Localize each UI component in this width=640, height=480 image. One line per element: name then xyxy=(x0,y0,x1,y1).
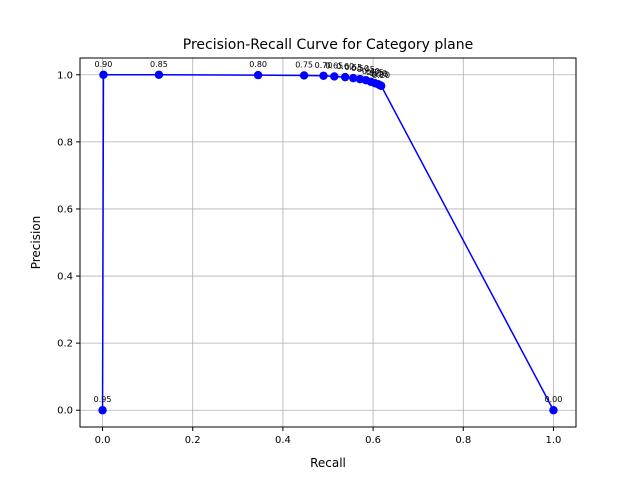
data-point xyxy=(349,73,358,83)
x-tick-label: 0.0 xyxy=(95,435,111,446)
grid-lines xyxy=(80,58,576,427)
data-point xyxy=(340,72,350,82)
x-tick-label: 0.4 xyxy=(275,435,291,446)
threshold-label: 0.55 xyxy=(344,63,362,72)
data-point xyxy=(99,70,108,79)
chart-title: Precision-Recall Curve for Category plan… xyxy=(183,37,473,53)
threshold-label: 0.20 xyxy=(372,71,390,80)
annotation-layer: 0.95 0.90 0.85 0.80 0.75 0.700.650.600.550.50… xyxy=(94,60,563,404)
y-axis-label: Precision xyxy=(29,216,43,270)
threshold-label: 0.45 xyxy=(357,65,375,74)
y-axis-ticks: 0.0 0.2 0.4 0.6 0.8 1.0 xyxy=(57,70,80,417)
threshold-label: 0.75 xyxy=(295,60,313,69)
threshold-label: 0.25 xyxy=(371,70,389,79)
threshold-label: 0.40 xyxy=(362,67,380,76)
threshold-label: 0.60 xyxy=(336,62,354,71)
x-tick-label: 0.8 xyxy=(455,435,471,446)
data-point xyxy=(98,406,107,415)
y-tick-label: 0.2 xyxy=(57,339,73,350)
threshold-label: 0.90 xyxy=(95,60,113,69)
threshold-label: 0.35 xyxy=(366,68,384,77)
data-point xyxy=(253,70,263,80)
y-tick-label: 0.4 xyxy=(57,272,73,283)
threshold-label: 0.50 xyxy=(351,64,369,73)
data-point xyxy=(299,71,309,80)
threshold-label: 0.80 xyxy=(249,60,267,69)
x-tick-label: 0.2 xyxy=(185,435,201,446)
threshold-label: 0.65 xyxy=(325,61,343,70)
data-point xyxy=(549,406,558,415)
y-tick-label: 0.8 xyxy=(57,137,73,148)
x-axis-label: Recall xyxy=(310,456,346,470)
x-axis-ticks: 0.0 0.2 0.4 0.6 0.8 1.0 xyxy=(95,427,562,446)
data-point xyxy=(377,81,386,91)
threshold-label: 0.95 xyxy=(94,395,112,404)
plot-frame xyxy=(79,57,577,428)
y-tick-label: 1.0 xyxy=(57,70,73,81)
x-tick-label: 1.0 xyxy=(546,435,562,446)
y-tick-label: 0.0 xyxy=(57,406,73,417)
data-point xyxy=(319,71,328,80)
y-tick-label: 0.6 xyxy=(57,204,73,215)
threshold-label: 0.70 xyxy=(315,61,333,70)
data-point xyxy=(154,70,164,79)
threshold-label: 0.30 xyxy=(369,69,387,78)
series-line xyxy=(101,74,555,411)
data-point xyxy=(330,72,339,81)
threshold-label: 0.85 xyxy=(150,60,168,69)
series-layer xyxy=(98,70,558,415)
threshold-label: 0.00 xyxy=(545,395,563,404)
x-tick-label: 0.6 xyxy=(365,435,381,446)
